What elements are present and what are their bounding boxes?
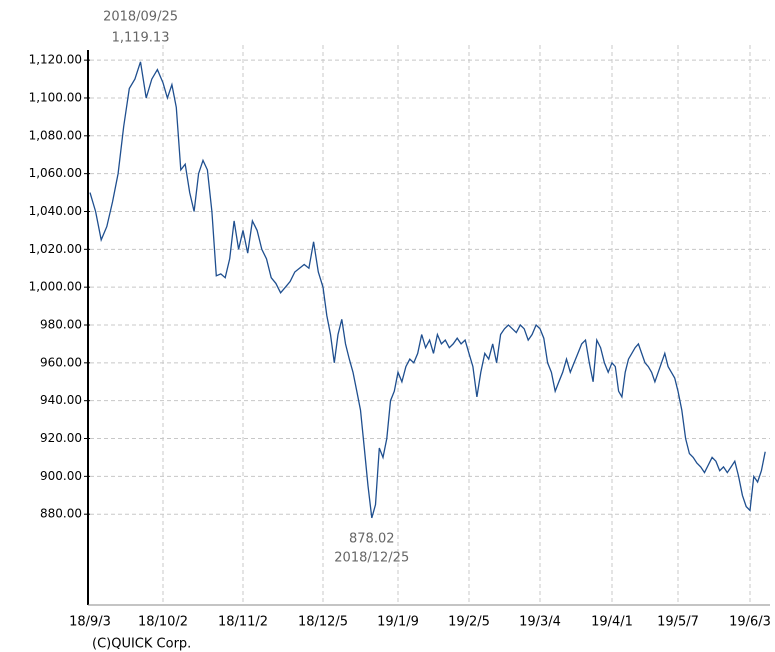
y-tick-label: 1,060.00 <box>29 166 82 180</box>
x-tick-label: 18/9/3 <box>69 615 111 630</box>
y-tick-label: 1,080.00 <box>29 128 82 142</box>
x-tick-label: 19/2/5 <box>448 615 490 630</box>
y-tick-label: 1,120.00 <box>29 53 82 67</box>
y-tick-label: 1,100.00 <box>29 90 82 104</box>
annotation-date: 2018/09/25 <box>103 10 178 25</box>
y-tick-label: 900.00 <box>40 469 82 483</box>
x-tick-label: 18/10/2 <box>138 615 188 630</box>
y-tick-label: 980.00 <box>40 318 82 332</box>
y-tick-label: 940.00 <box>40 393 82 407</box>
x-tick-label: 19/1/9 <box>377 615 419 630</box>
x-tick-label: 18/12/5 <box>298 615 348 630</box>
annotation-value: 1,119.13 <box>112 31 170 46</box>
line <box>89 61 766 519</box>
annotation-value: 878.02 <box>349 531 395 546</box>
x-tick-label: 19/5/7 <box>657 615 699 630</box>
y-tick-label: 1,020.00 <box>29 242 82 256</box>
credit: (C)QUICK Corp. <box>92 637 191 652</box>
x-tick-label: 18/11/2 <box>218 615 268 630</box>
y-tick-label: 960.00 <box>40 355 82 369</box>
y-tick-label: 920.00 <box>40 431 82 445</box>
y-tick-label: 880.00 <box>40 507 82 521</box>
x-tick-label: 19/6/3 <box>729 615 771 630</box>
y-tick-label: 1,040.00 <box>29 204 82 218</box>
annotation-date: 2018/12/25 <box>334 550 409 565</box>
y-tick-label: 1,000.00 <box>29 280 82 294</box>
x-tick-label: 19/3/4 <box>519 615 561 630</box>
x-tick-label: 19/4/1 <box>591 615 633 630</box>
